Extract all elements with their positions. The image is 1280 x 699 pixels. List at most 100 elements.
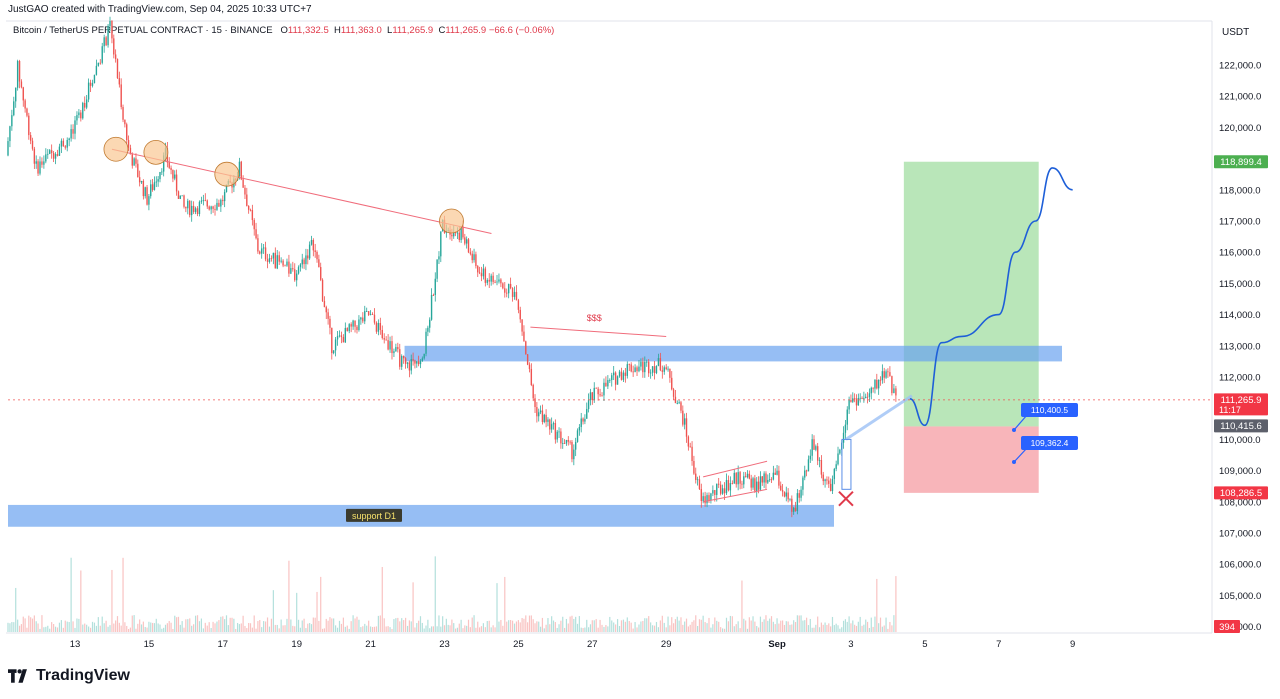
candle-body	[460, 226, 462, 241]
candle-body	[767, 479, 769, 483]
volume-bar	[443, 625, 446, 632]
volume-bar	[354, 618, 356, 632]
y-tick-label: 107,000.0	[1219, 529, 1261, 540]
volume-bar	[479, 627, 481, 632]
volume-bar	[745, 620, 747, 632]
tradingview-logo[interactable]: TradingView	[8, 667, 130, 685]
candle-body	[765, 473, 767, 483]
candle-body	[196, 208, 199, 214]
volume-bar	[329, 617, 331, 632]
candle-body	[451, 234, 453, 237]
candle-body	[718, 483, 720, 485]
candle-body	[482, 268, 485, 277]
volume-bar	[30, 617, 32, 632]
volume-bar	[53, 624, 55, 632]
candle-body	[338, 335, 341, 337]
candle-body	[870, 387, 872, 394]
volume-bar	[543, 628, 545, 632]
candle-body	[519, 309, 521, 320]
callout-anchor	[1012, 460, 1016, 464]
volume-bar	[556, 627, 558, 632]
volume-bar	[798, 615, 800, 632]
candle-body	[15, 87, 17, 102]
volume-bar	[820, 622, 822, 632]
candle-body	[240, 161, 242, 180]
volume-bar	[282, 625, 284, 632]
candle-body	[663, 367, 665, 372]
candle-body	[852, 398, 854, 402]
candle-body	[111, 21, 113, 39]
volume-bar	[601, 624, 603, 632]
x-tick-label: 29	[661, 639, 672, 650]
volume-bar	[28, 615, 30, 632]
volume-bar	[695, 615, 697, 632]
volume-bar	[636, 627, 638, 632]
candle-body	[421, 358, 424, 361]
volume-bar	[872, 626, 874, 632]
candle-body	[642, 361, 644, 373]
volume-bar	[691, 621, 693, 632]
volume-bar	[204, 622, 206, 632]
candle-body	[714, 490, 716, 495]
candle-body	[159, 171, 161, 180]
candle-body	[155, 181, 157, 183]
candle-body	[307, 255, 309, 259]
candle-body	[314, 250, 316, 253]
candle-body	[547, 419, 549, 422]
volume-bar	[393, 619, 395, 632]
candle-body	[308, 244, 311, 259]
volume-bar	[449, 625, 451, 632]
candle-body	[754, 478, 756, 491]
candle-body	[301, 259, 303, 265]
volume-bar	[445, 618, 447, 632]
candle-body	[105, 37, 107, 46]
volume-bar	[650, 622, 652, 632]
candle-body	[696, 479, 699, 481]
candle-body	[80, 112, 82, 119]
candle-body	[381, 329, 383, 339]
profit-zone	[903, 161, 1039, 427]
candle-body	[29, 135, 32, 141]
callout-bg	[1021, 403, 1078, 417]
volume-bar	[475, 627, 477, 632]
candle-body	[208, 206, 210, 210]
x-tick-label: 15	[144, 639, 155, 650]
candle-body	[87, 82, 90, 100]
candle-body	[187, 200, 189, 209]
volume-bar	[729, 615, 731, 632]
candle-body	[471, 253, 473, 261]
candle-body	[693, 460, 695, 474]
candle-body	[142, 180, 145, 197]
candle-body	[179, 195, 182, 199]
candle-body	[340, 335, 343, 338]
volume-bar	[120, 625, 122, 632]
support-zone	[8, 504, 834, 527]
volume-bar	[689, 624, 691, 632]
candle-body	[486, 279, 488, 283]
candle-body	[60, 140, 63, 147]
invalidation-mark	[838, 490, 854, 507]
candle-body	[538, 412, 540, 417]
volume-bar	[421, 622, 423, 632]
volume-tag: 394	[1214, 620, 1240, 633]
candle-body	[565, 440, 568, 444]
volume-bar	[486, 621, 488, 632]
volume-bar	[105, 620, 107, 632]
candle-body	[64, 146, 66, 148]
volume-bar	[846, 621, 848, 632]
descending-trendline	[111, 148, 492, 234]
volume-bar	[644, 618, 646, 632]
candle-body	[389, 341, 391, 350]
candle-body	[216, 202, 218, 210]
volume-bar	[405, 617, 407, 632]
candle-body	[587, 400, 590, 409]
volume-bar	[741, 580, 743, 632]
candle-body	[640, 361, 642, 367]
candle-body	[153, 182, 156, 190]
volume-bar	[425, 625, 427, 632]
volume-bar	[552, 620, 555, 632]
candle-body	[735, 472, 737, 485]
volume-bar	[366, 625, 368, 632]
candle-body	[525, 341, 527, 355]
